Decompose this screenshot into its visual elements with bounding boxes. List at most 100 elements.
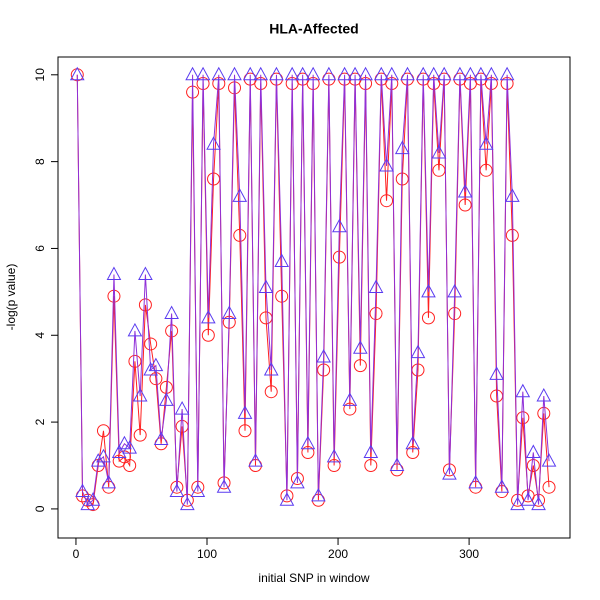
triangle-marker: [253, 66, 269, 81]
triangle-marker: [143, 361, 158, 376]
circle-marker: [537, 406, 551, 420]
circle-marker: [369, 307, 383, 321]
circle-marker: [207, 172, 221, 186]
triangle-marker: [190, 483, 206, 498]
triangle-marker: [494, 479, 510, 493]
triangle-marker: [442, 466, 457, 480]
circle-marker: [526, 459, 540, 473]
triangle-marker: [473, 66, 489, 81]
triangle-marker: [227, 66, 242, 81]
triangle-marker: [311, 487, 326, 502]
triangle-marker: [200, 309, 216, 324]
circle-marker: [133, 428, 147, 442]
triangle-marker: [153, 431, 169, 445]
triangle-marker: [379, 157, 394, 172]
triangle-marker: [332, 218, 347, 233]
y-tick-label: 0: [33, 505, 47, 512]
triangle-marker: [457, 183, 473, 198]
triangle-marker: [305, 66, 321, 81]
triangle-marker: [520, 492, 536, 506]
triangle-marker: [211, 66, 227, 81]
triangle-marker: [258, 279, 274, 294]
triangle-marker: [85, 492, 101, 506]
x-tick-label: 0: [73, 547, 80, 561]
triangle-marker: [342, 392, 358, 406]
circle-marker: [275, 289, 289, 303]
circle-marker: [238, 424, 252, 438]
triangle-marker: [337, 66, 352, 81]
triangle-marker: [290, 474, 305, 489]
triangle-marker: [368, 279, 384, 294]
triangle-marker: [536, 387, 552, 402]
triangle-marker: [284, 66, 300, 81]
triangle-marker: [468, 474, 483, 489]
triangle-marker: [106, 266, 122, 280]
circle-marker: [406, 445, 420, 459]
circle-marker: [364, 459, 378, 473]
triangle-marker: [426, 66, 442, 81]
triangle-marker: [525, 444, 541, 458]
chart-title: HLA-Affected: [269, 21, 358, 37]
triangle-marker: [515, 383, 531, 398]
triangle-marker: [101, 474, 117, 489]
triangle-marker: [326, 448, 342, 463]
triangle-marker: [169, 483, 185, 498]
circle-marker: [301, 445, 315, 459]
triangle-marker: [316, 348, 331, 363]
x-tick-label: 300: [459, 547, 479, 561]
triangle-marker: [248, 453, 263, 467]
triangle-marker: [111, 444, 127, 458]
circle-marker: [144, 337, 158, 351]
triangle-marker: [510, 496, 525, 511]
triangle-marker: [185, 66, 200, 81]
plot-area: [69, 66, 557, 512]
triangle-marker: [180, 496, 195, 511]
triangle-marker: [463, 66, 478, 81]
triangle-marker: [410, 344, 426, 359]
triangle-marker: [300, 435, 316, 450]
triangle-marker: [117, 435, 132, 450]
circle-marker: [96, 424, 110, 438]
triangle-marker: [80, 496, 96, 511]
triangle-marker: [263, 361, 279, 376]
triangle-marker: [504, 188, 520, 202]
triangle-marker: [164, 305, 179, 320]
circle-marker: [233, 228, 247, 242]
triangle-marker: [347, 66, 363, 81]
circle-marker: [343, 402, 357, 416]
triangle-marker: [415, 66, 431, 81]
circle-marker: [505, 228, 519, 242]
triangle-marker: [484, 66, 499, 81]
triangle-marker: [489, 366, 504, 380]
triangle-marker: [384, 66, 400, 81]
circle-marker: [264, 385, 278, 399]
triangle-marker: [295, 66, 311, 81]
triangle-marker: [242, 66, 258, 81]
triangle-marker: [452, 66, 468, 81]
y-tick-label: 6: [33, 245, 47, 252]
triangle-marker: [421, 283, 436, 298]
triangle-marker: [541, 453, 557, 467]
triangle-marker: [132, 387, 148, 402]
triangle-marker: [237, 405, 253, 419]
triangle-marker: [195, 66, 211, 81]
triangle-marker: [373, 66, 389, 81]
circle-marker: [421, 311, 435, 325]
triangle-marker: [531, 496, 546, 511]
series-line: [76, 74, 550, 506]
y-tick-label: 10: [33, 68, 47, 82]
triangle-marker: [405, 435, 421, 450]
circle-marker: [138, 298, 152, 312]
triangle-marker: [159, 392, 174, 406]
triangle-marker: [358, 66, 373, 81]
triangle-marker: [148, 357, 164, 372]
triangle-marker: [75, 483, 90, 498]
triangle-marker: [447, 283, 463, 298]
triangle-marker: [279, 492, 295, 506]
triangle-marker: [69, 66, 85, 81]
circle-marker: [332, 250, 346, 264]
triangle-marker: [431, 144, 447, 159]
triangle-marker: [478, 136, 494, 150]
circle-marker: [201, 328, 215, 342]
